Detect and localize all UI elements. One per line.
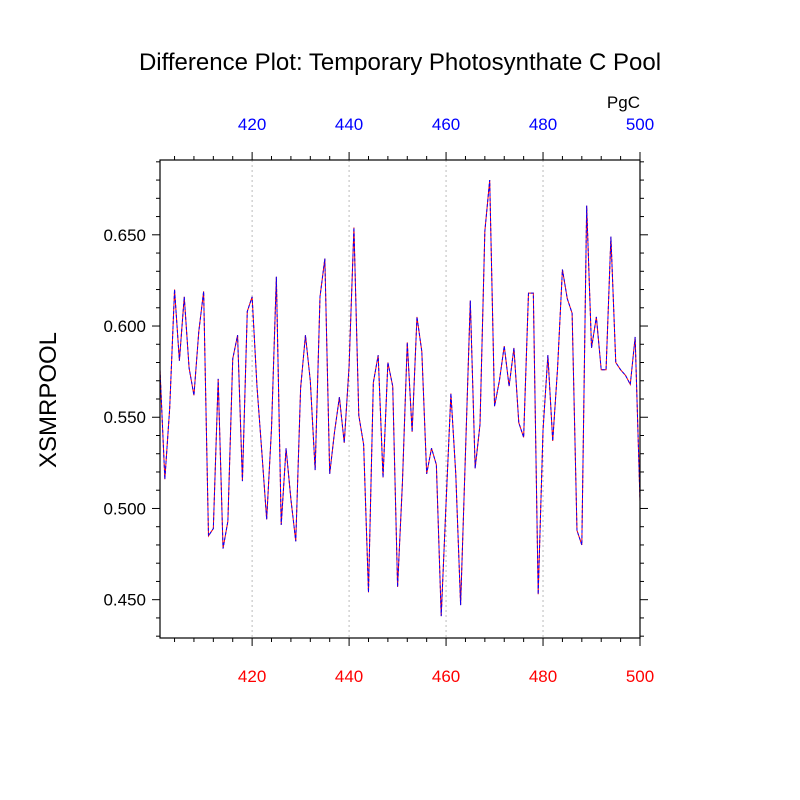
y-axis-label: XSMRPOOL [35, 332, 62, 468]
y-tick-label-0: 0.450 [103, 591, 146, 610]
y-tick-label-1: 0.500 [103, 499, 146, 518]
axis-ticks [152, 152, 648, 646]
x-tick-label-top-2: 460 [432, 115, 460, 134]
x-tick-label-bottom-1: 440 [335, 667, 363, 686]
x-tick-label-bottom-3: 480 [529, 667, 557, 686]
x-tick-label-bottom-0: 420 [238, 667, 266, 686]
x-tick-label-top-3: 480 [529, 115, 557, 134]
y-tick-label-4: 0.650 [103, 226, 146, 245]
x-tick-label-top-4: 500 [626, 115, 654, 134]
y-tick-label-2: 0.550 [103, 408, 146, 427]
chart-title: Difference Plot: Temporary Photosynthate… [139, 49, 661, 76]
units-label: PgC [607, 93, 640, 112]
tick-labels: 0.450 0.500 0.550 0.600 0.650 420 440 460 480 500… [103, 115, 654, 686]
x-tick-label-top-0: 420 [238, 115, 266, 134]
x-tick-label-bottom-2: 460 [432, 667, 460, 686]
x-tick-label-top-1: 440 [335, 115, 363, 134]
series-line-dashed [159, 180, 641, 617]
y-tick-label-3: 0.600 [103, 317, 146, 336]
series-lines [159, 180, 641, 617]
x-tick-label-bottom-4: 500 [626, 667, 654, 686]
